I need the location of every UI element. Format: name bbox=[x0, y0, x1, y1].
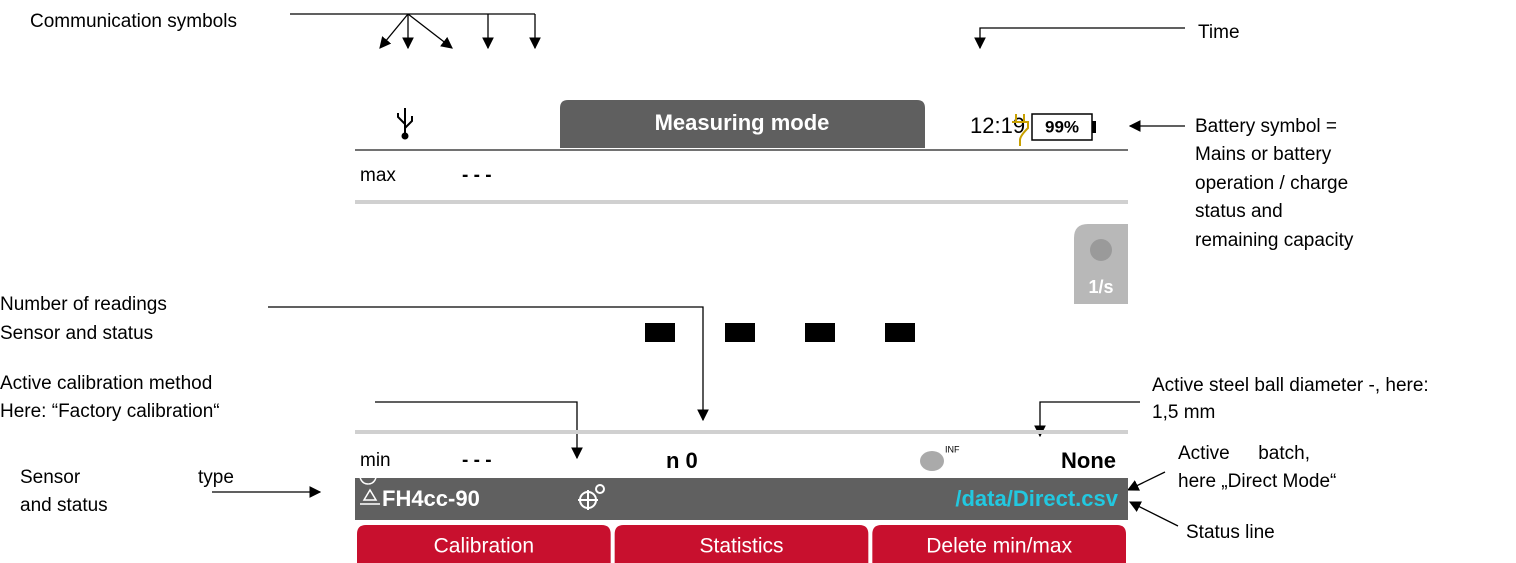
ball-value: None bbox=[1061, 448, 1116, 473]
reading-count: n 0 bbox=[666, 448, 698, 473]
annotation: Active calibration method bbox=[0, 373, 212, 394]
button[interactable]: Calibration bbox=[357, 525, 611, 563]
ball-icon bbox=[920, 451, 944, 471]
annotation: status and bbox=[1195, 201, 1283, 222]
button-shape bbox=[614, 525, 869, 563]
min-label: min bbox=[360, 450, 391, 471]
button-label: Delete min/max bbox=[926, 535, 1072, 558]
divider bbox=[355, 430, 1128, 434]
button-shape bbox=[872, 525, 1126, 563]
annotation: Mains or battery bbox=[1195, 144, 1332, 165]
button[interactable]: Statistics bbox=[614, 525, 869, 563]
annotation: remaining capacity bbox=[1195, 230, 1354, 251]
rate-label: 1/s bbox=[1088, 277, 1113, 297]
sensor-icon bbox=[359, 467, 380, 505]
usb-icon bbox=[397, 108, 413, 140]
annotation: Here: “Factory calibration“ bbox=[0, 401, 220, 422]
ball-icon-label: INF bbox=[945, 444, 960, 454]
min-value: - - - bbox=[462, 450, 492, 471]
annotation-arrows bbox=[212, 13, 1185, 527]
annotation: and status bbox=[20, 495, 108, 516]
reading-placeholder bbox=[645, 323, 915, 342]
button-label: Statistics bbox=[699, 535, 783, 558]
screen-title: Measuring mode bbox=[655, 110, 830, 135]
annotation: Time bbox=[1198, 22, 1240, 43]
rate-badge bbox=[1074, 224, 1128, 304]
calibration-icon bbox=[578, 484, 605, 510]
annotation: Active steel ball diameter -, here: bbox=[1152, 375, 1429, 396]
max-value: - - - bbox=[462, 165, 492, 186]
annotation: Status line bbox=[1186, 522, 1275, 543]
annotation: Sensor bbox=[20, 467, 81, 488]
battery-level: 99% bbox=[1045, 117, 1079, 136]
annotation: Sensor and status bbox=[0, 323, 153, 344]
annotation: batch, bbox=[1258, 443, 1310, 464]
annotation: Number of readings bbox=[0, 294, 167, 315]
max-label: max bbox=[360, 165, 396, 186]
divider bbox=[355, 200, 1128, 204]
sensor-name: FH4cc-90 bbox=[382, 486, 480, 511]
plug-icon bbox=[1012, 114, 1029, 146]
annotation: here „Direct Mode“ bbox=[1178, 471, 1336, 492]
button-label: Calibration bbox=[434, 535, 534, 558]
batch-path: /data/Direct.csv bbox=[955, 486, 1118, 511]
annotation: 1,5 mm bbox=[1152, 402, 1215, 423]
rate-led bbox=[1090, 239, 1112, 261]
header-tab bbox=[560, 100, 925, 148]
battery-tip bbox=[1092, 121, 1096, 133]
button-shape bbox=[357, 525, 611, 563]
device-screen: Measuring mode 12:19 99% max - - - 1/s m… bbox=[355, 100, 1128, 520]
annotation: Active bbox=[1178, 443, 1230, 464]
annotation: Battery symbol = bbox=[1195, 116, 1337, 137]
annotation: operation / charge bbox=[1195, 173, 1348, 194]
button[interactable]: Delete min/max bbox=[872, 525, 1126, 563]
annotation: Communication symbols bbox=[30, 11, 237, 32]
status-bar bbox=[355, 478, 1128, 520]
annotation: type bbox=[198, 467, 234, 488]
